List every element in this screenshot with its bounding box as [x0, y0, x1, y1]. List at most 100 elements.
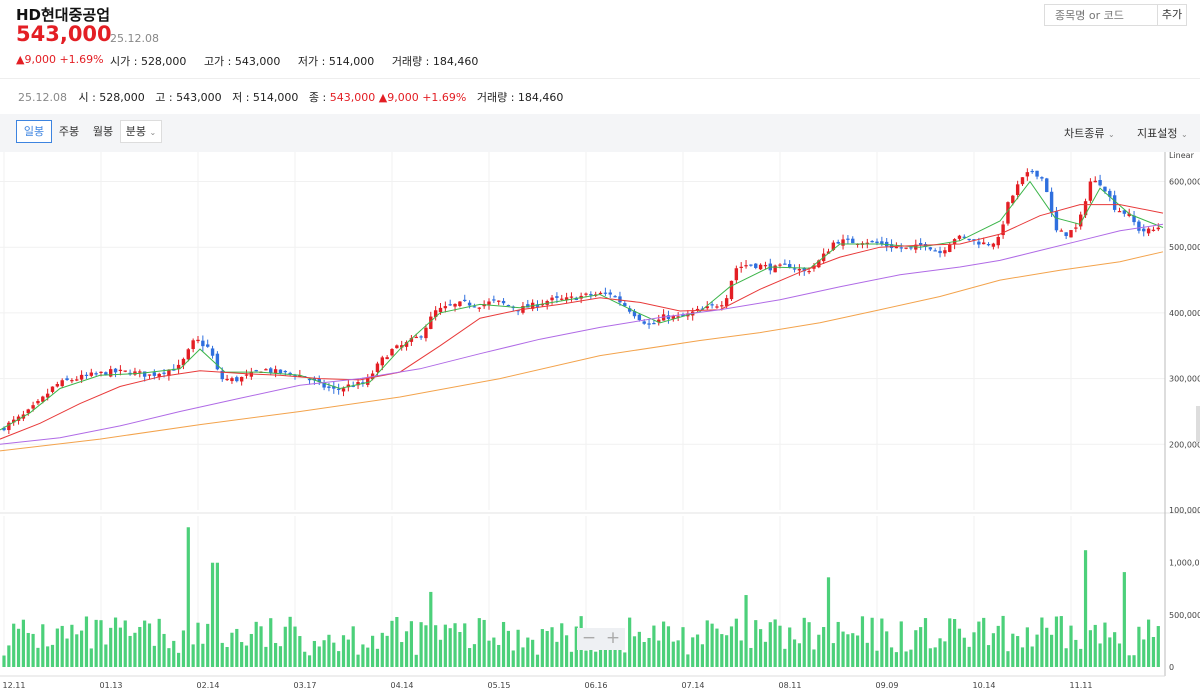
price-volume-chart-svg[interactable]: Linear 600,000 500,000 400,000 300,000 200,00… [0, 151, 1200, 695]
candle [894, 247, 899, 249]
volume-bar [531, 639, 535, 667]
volume-bar [768, 622, 772, 667]
candle [773, 265, 777, 273]
candle [817, 260, 821, 268]
volume-bar [409, 621, 413, 667]
volume-bar [657, 640, 661, 667]
candle [298, 375, 302, 377]
volume-bar [269, 618, 273, 667]
volume-bar [545, 631, 549, 667]
candle [957, 235, 962, 239]
volume-bar [710, 623, 714, 667]
volume-bar [802, 617, 806, 667]
volume-bar [128, 635, 132, 667]
volume-bar [16, 628, 21, 667]
candle [526, 304, 530, 308]
scrollbar-handle[interactable] [1196, 406, 1200, 442]
candle [991, 243, 996, 247]
x-tick-label: 06.16 [585, 681, 608, 690]
volume-bar [1006, 651, 1010, 667]
candle [1083, 201, 1088, 216]
volume-bar [865, 642, 869, 667]
volume-tick-label: 500,000 [1169, 611, 1200, 620]
candle [501, 300, 506, 304]
stock-chart[interactable]: Linear 600,000 500,000 400,000 300,000 200,00… [0, 151, 1200, 695]
candle [637, 314, 642, 321]
volume-bar [594, 651, 598, 667]
candle [1015, 184, 1020, 196]
tab-daily[interactable]: 일봉 [16, 120, 52, 143]
tab-weekly[interactable]: 주봉 [58, 125, 80, 138]
candle [1146, 228, 1151, 234]
volume-bar [856, 635, 860, 667]
add-button[interactable]: 추가 [1157, 4, 1187, 26]
candle [889, 244, 894, 249]
volume-bar [274, 642, 278, 667]
candle [652, 323, 656, 325]
candle [918, 243, 923, 246]
volume-bar [948, 618, 952, 667]
volume-bar [244, 645, 249, 667]
volume-bar [482, 619, 486, 667]
zoom-in-button[interactable]: + [605, 628, 621, 648]
volume-bar [972, 632, 976, 667]
volume-bar [1113, 632, 1117, 667]
candle [623, 303, 627, 307]
candle [244, 374, 249, 376]
candle [448, 304, 452, 306]
zoom-controls: − + [577, 628, 625, 650]
volume-bar [375, 648, 380, 667]
volume-bar [894, 652, 898, 667]
info-change: ▲9,000 +1.69% [378, 91, 467, 104]
candle [472, 306, 477, 308]
volume-bar [94, 619, 98, 667]
candle [1142, 228, 1146, 232]
volume-bar [186, 527, 190, 667]
volume-bar [487, 640, 491, 667]
candle [734, 268, 739, 281]
candle [938, 250, 942, 254]
volume-bar [574, 626, 578, 667]
tab-minute-dropdown[interactable]: 분봉 ⌄ [120, 120, 162, 143]
price-change: ▲9,000 +1.69% [16, 53, 104, 66]
candle [603, 292, 608, 294]
chart-type-dropdown[interactable]: 차트종류 ⌄ [1064, 125, 1115, 141]
volume-bar [632, 636, 637, 667]
volume-bar [143, 620, 147, 667]
candle [1127, 213, 1131, 216]
x-tick-label: 05.15 [488, 681, 511, 690]
volume-bar [346, 639, 350, 667]
volume-bar [637, 631, 641, 667]
volume-bar [249, 633, 253, 667]
volume-bar [1001, 615, 1005, 667]
volume-bar [400, 642, 404, 667]
stock-search-input[interactable] [1044, 4, 1158, 26]
candle [792, 268, 797, 270]
candle [157, 373, 161, 378]
volume-bar [628, 617, 632, 667]
candle [899, 247, 903, 249]
zoom-out-button[interactable]: − [581, 628, 597, 648]
candle [332, 386, 336, 389]
volume-bar [608, 636, 612, 667]
info-bar: 25.12.08 시 : 528,000 고 : 543,000 저 : 514… [0, 78, 1200, 112]
candle [123, 370, 127, 372]
candle [1006, 202, 1010, 224]
x-tick-label: 12.11 [3, 681, 26, 690]
candle [1020, 177, 1025, 185]
tab-monthly[interactable]: 월봉 [92, 125, 114, 138]
candle [75, 379, 79, 381]
indicator-dropdown[interactable]: 지표설정 ⌄ [1137, 125, 1188, 141]
candle [977, 241, 981, 245]
candle [763, 265, 768, 267]
volume-bar [337, 651, 341, 667]
candle [880, 241, 884, 245]
candle [89, 372, 93, 376]
candle [312, 378, 317, 381]
chevron-down-icon: ⌄ [149, 128, 157, 137]
candle [826, 251, 831, 254]
volume-bar [36, 647, 40, 667]
volume-bar [123, 620, 127, 667]
price-tick-label: 300,000 [1169, 375, 1200, 384]
candle [928, 247, 933, 250]
